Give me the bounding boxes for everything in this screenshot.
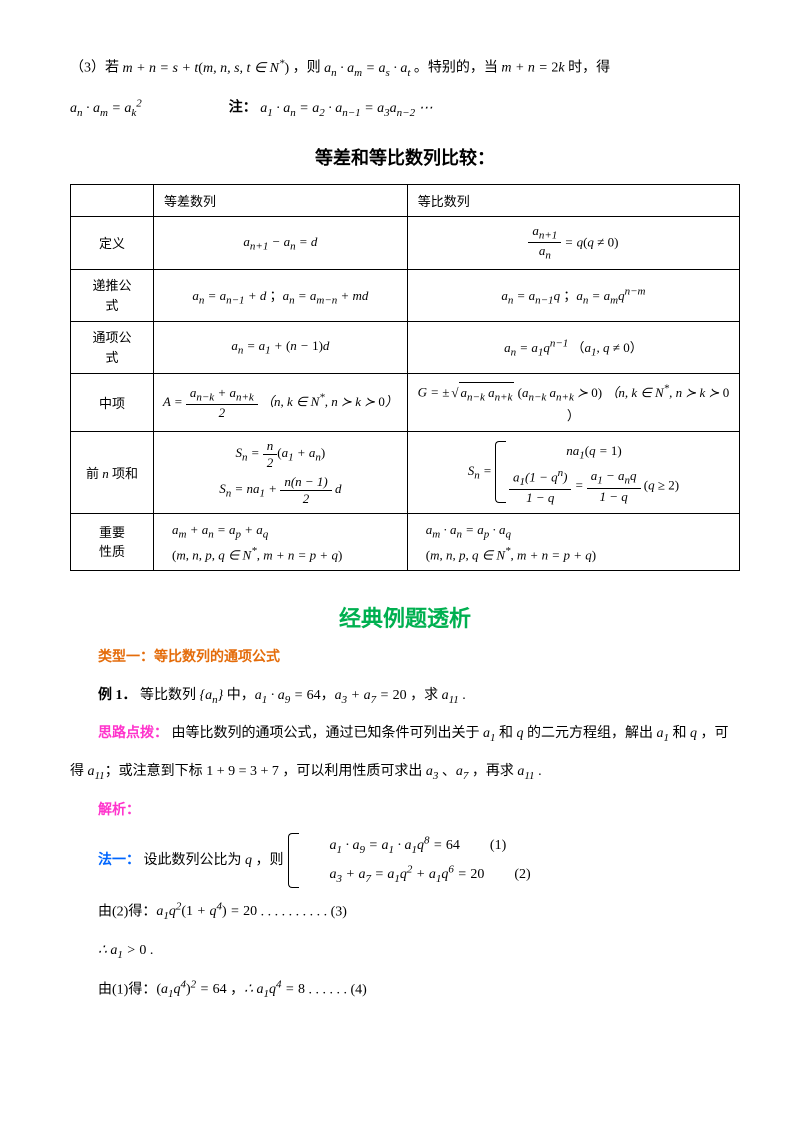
- ap-general-term: an = a1 + (n − 1)d: [154, 322, 408, 374]
- p3-tail2: 时，得: [568, 61, 610, 76]
- gp-general-term: an = a1qn−1 （a1, q ≠ 0）: [407, 322, 739, 374]
- row-definition: 定义 an+1 − an = d an+1an = q(q ≠ 0): [71, 216, 740, 270]
- ex1-label: 例 1．: [98, 688, 137, 703]
- hint-t1: 由等比数列的通项公式，通过已知条件可列出关于 a1 和 q 的二元方程组，解出 …: [172, 726, 729, 741]
- analysis-label: 解析：: [70, 794, 740, 828]
- p3-prefix: （3）若: [70, 61, 123, 76]
- document-page: （3）若 m + n = s + t(m, n, s, t ∈ N*) ，则 a…: [0, 0, 800, 1042]
- method1-label: 法一：: [98, 853, 140, 868]
- ex1-text: 等比数列 {an} 中，a1 · a9 = 64，a3 + a7 = 20 ，求…: [140, 688, 466, 703]
- method1-step3: 由(2)得：a1q2(1 + q4) = 20 . . . . . . . . …: [70, 894, 740, 930]
- label-property: 重要性质: [71, 513, 154, 571]
- gp-recurrence: an = an−1q ；an = amqn−m: [407, 270, 739, 322]
- p3-res-eq: an · am = ak2: [70, 101, 142, 116]
- gp-sum: Sn = na1(q = 1) a1(1 − qn)1 − q = a1 − a…: [407, 432, 739, 513]
- p3-tail1: 。特别的，当: [414, 61, 502, 76]
- ap-sum: Sn = n2(a1 + an) Sn = na1 + n(n − 1)2 d: [154, 432, 408, 513]
- gp-definition: an+1an = q(q ≠ 0): [407, 216, 739, 270]
- p3-mid: ，则: [293, 61, 325, 76]
- header-gp: 等比数列: [407, 184, 739, 216]
- p3-cond: m + n = s + t(m, n, s, t ∈ N*): [123, 61, 290, 76]
- method1-pre: 设此数列公比为 q ，则: [144, 853, 284, 868]
- p3-eq: an · am = as · at: [324, 61, 410, 76]
- row-general-term: 通项公式 an = a1 + (n − 1)d an = a1qn−1 （a1,…: [71, 322, 740, 374]
- method-1: 法一： 设此数列公比为 q ，则 a1 · a9 = a1 · a1q8 = 6…: [70, 831, 740, 890]
- hint-line2: 得 a11；或注意到下标 1 + 9 = 3 + 7 ，可以利用性质可求出 a3…: [70, 755, 740, 789]
- row-sum: 前 n 项和 Sn = n2(a1 + an) Sn = na1 + n(n −…: [71, 432, 740, 513]
- row-midterm: 中项 A = an−k + an+k2 （n, k ∈ N*, n ≻ k ≻ …: [71, 374, 740, 432]
- header-empty: [71, 184, 154, 216]
- comparison-table: 等差数列 等比数列 定义 an+1 − an = d an+1an = q(q …: [70, 184, 740, 572]
- label-general-term: 通项公式: [71, 322, 154, 374]
- label-midterm: 中项: [71, 374, 154, 432]
- label-recurrence: 递推公式: [71, 270, 154, 322]
- p3-cond2: m + n = 2k: [501, 61, 564, 76]
- method1-step5: 由(1)得：(a1q4)2 = 64 ，∴ a1q4 = 8 . . . . .…: [70, 972, 740, 1008]
- note-eq: a1 · an = a2 · an−1 = a3an−2 ⋯: [260, 101, 432, 116]
- label-definition: 定义: [71, 216, 154, 270]
- gp-midterm: G = ±√an−k an+k (an−k an+k ≻ 0) （n, k ∈ …: [407, 374, 739, 432]
- property-3-result: an · am = ak2 注： a1 · an = a2 · an−1 = a…: [70, 90, 740, 126]
- method1-system: a1 · a9 = a1 · a1q8 = 64(1) a3 + a7 = a1…: [288, 831, 531, 890]
- property-3-line: （3）若 m + n = s + t(m, n, s, t ∈ N*) ，则 a…: [70, 50, 740, 86]
- hint-line1: 思路点拨： 由等比数列的通项公式，通过已知条件可列出关于 a1 和 q 的二元方…: [70, 717, 740, 751]
- example-1: 例 1． 等比数列 {an} 中，a1 · a9 = 64，a3 + a7 = …: [70, 679, 740, 713]
- method1-step4: ∴ a1 > 0 .: [70, 934, 740, 968]
- ap-recurrence: an = an−1 + d ；an = am−n + md: [154, 270, 408, 322]
- type-1-heading: 类型一：等比数列的通项公式: [70, 641, 740, 675]
- hint-t2: 得 a11；或注意到下标 1 + 9 = 3 + 7 ，可以利用性质可求出 a3…: [70, 764, 542, 779]
- examples-title: 经典例题透析: [70, 601, 740, 633]
- hint-label: 思路点拨：: [98, 726, 168, 741]
- table-header-row: 等差数列 等比数列: [71, 184, 740, 216]
- comparison-title: 等差和等比数列比较：: [70, 144, 740, 170]
- note-label: 注：: [229, 101, 257, 116]
- gp-property: am · an = ap · aq (m, n, p, q ∈ N*, m + …: [407, 513, 739, 571]
- ap-definition: an+1 − an = d: [154, 216, 408, 270]
- row-property: 重要性质 am + an = ap + aq (m, n, p, q ∈ N*,…: [71, 513, 740, 571]
- header-ap: 等差数列: [154, 184, 408, 216]
- ap-property: am + an = ap + aq (m, n, p, q ∈ N*, m + …: [154, 513, 408, 571]
- ap-midterm: A = an−k + an+k2 （n, k ∈ N*, n ≻ k ≻ 0）: [154, 374, 408, 432]
- row-recurrence: 递推公式 an = an−1 + d ；an = am−n + md an = …: [71, 270, 740, 322]
- label-sum: 前 n 项和: [71, 432, 154, 513]
